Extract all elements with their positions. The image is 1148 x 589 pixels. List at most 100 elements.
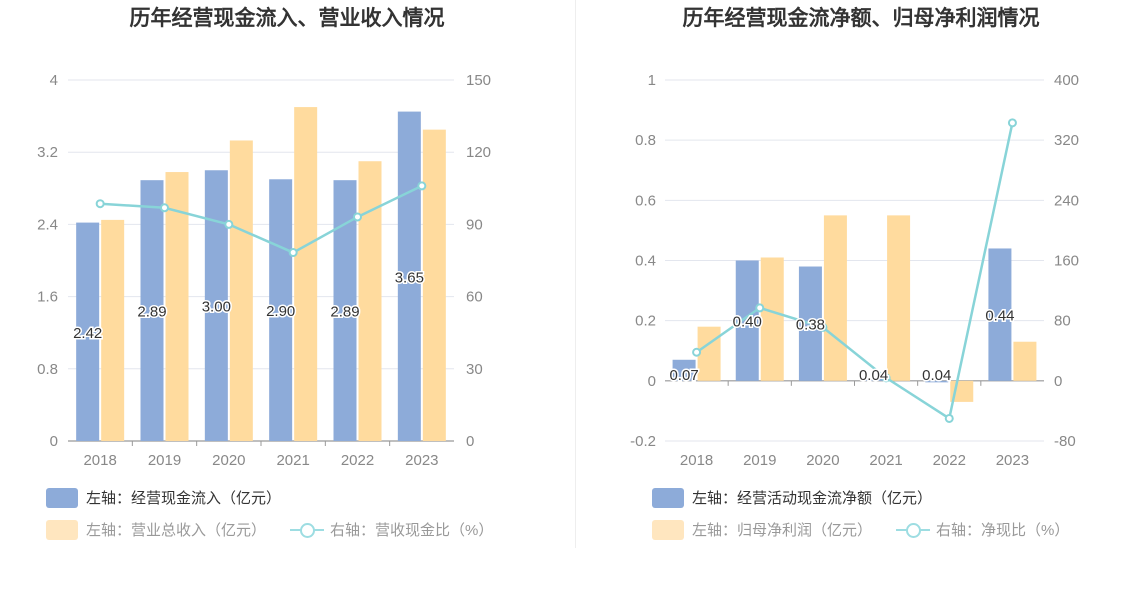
- bar-data-label: 2.42: [73, 325, 102, 342]
- y-right-tick-label: 120: [466, 144, 491, 161]
- y-left-tick-label: 0.6: [635, 192, 656, 209]
- line-series: [695, 122, 1014, 421]
- panel-divider: [575, 0, 576, 548]
- chart-panel-cashflow-revenue: 历年经营现金流入、营业收入情况 0 0.8 1.6 2.4 3.2 4 0 30 60 90 120…: [0, 0, 574, 560]
- y-right-tick-label: 240: [1054, 192, 1079, 209]
- y-left-tick-label: 1: [648, 72, 656, 89]
- y-right-tick-label: 320: [1054, 132, 1079, 149]
- line-point: [160, 203, 169, 213]
- y-left-tick-label: 4: [50, 72, 58, 89]
- legend-label[interactable]: 右轴：净现比（%）: [936, 522, 1070, 539]
- bar-series-1: [735, 260, 759, 381]
- y-left-tick-label: 0.4: [635, 253, 656, 270]
- bar-series-2: [422, 129, 446, 441]
- bar-data-label: 0.38: [796, 317, 825, 334]
- y-left-tick-label: 0.2: [635, 313, 656, 330]
- x-tick-label: 2018: [83, 452, 116, 469]
- bar-data-label: 0.40: [733, 314, 762, 331]
- legend-label[interactable]: 右轴：营收现金比（%）: [330, 522, 494, 539]
- y-right-tick-label: 400: [1054, 72, 1079, 89]
- bar-series-1: [333, 180, 357, 442]
- x-tick-label: 2018: [680, 452, 713, 469]
- x-tick-label: 2022: [933, 452, 966, 469]
- y-right-tick-label: 30: [466, 361, 483, 378]
- bar-series-1: [140, 180, 164, 442]
- legend-label: 左轴：经营活动现金流净额（亿元）: [692, 490, 933, 507]
- line-point: [944, 413, 954, 423]
- y-left-tick-label: 0.8: [635, 132, 656, 149]
- x-tick-label: 2023: [405, 452, 438, 469]
- chart-title: 历年经营现金流入、营业收入情况: [129, 7, 445, 30]
- x-tick-label: 2020: [806, 452, 839, 469]
- bar-series-1: [925, 380, 949, 383]
- legend-row-1[interactable]: 左轴：经营现金流入（亿元）: [46, 487, 281, 508]
- line-point: [1007, 118, 1017, 128]
- bar-series-1: [862, 377, 886, 381]
- bar-data-label: 0.04: [859, 367, 888, 384]
- legend-row-1[interactable]: 左轴：经营活动现金流净额（亿元）: [652, 487, 932, 508]
- y-left-tick-label: 3.2: [37, 144, 58, 161]
- line-point: [353, 212, 362, 222]
- bar-series-2: [760, 257, 784, 381]
- chart-canvas: -0.2 0 0.2 0.4 0.6 0.8 1 -80 0 80 160 240 320 400 2018…: [630, 72, 1079, 469]
- bar-series-2: [294, 107, 318, 441]
- bar-series-2: [1013, 341, 1037, 381]
- legend-swatch-line-icon: [896, 520, 931, 540]
- bar-data-label: 2.89: [137, 304, 166, 321]
- y-left-tick-label: 1.6: [37, 289, 58, 306]
- bar-series-1: [76, 222, 100, 441]
- legend-row-2: 左轴：营业总收入（亿元） 右轴：营收现金比（%）: [46, 519, 493, 540]
- x-tick-label: 2019: [148, 452, 181, 469]
- y-left-tick-label: 2.4: [37, 216, 58, 233]
- bar-data-label: 3.00: [202, 299, 231, 316]
- line-point: [818, 322, 828, 332]
- legend-label[interactable]: 左轴：归母净利润（亿元）: [692, 522, 873, 539]
- x-tick-label: 2021: [869, 452, 902, 469]
- y-right-tick-label: -80: [1054, 433, 1076, 450]
- bar-series-1: [204, 170, 228, 441]
- bar-data-label: 2.90: [266, 303, 295, 320]
- y-right-tick-label: 60: [466, 289, 483, 306]
- y-right-tick-label: 160: [1054, 253, 1079, 270]
- bar-data-label: 0.44: [985, 308, 1014, 325]
- y-right-tick-label: 0: [1054, 373, 1062, 390]
- legend-swatch-bar-blue: [46, 487, 78, 508]
- x-tick-label: 2020: [212, 452, 245, 469]
- line-point: [755, 303, 765, 313]
- bar-data-label: 0.07: [669, 367, 698, 384]
- y-right-tick-label: 80: [1054, 313, 1071, 330]
- bar-series-2: [887, 215, 911, 381]
- line-point: [692, 347, 702, 357]
- legend-row-2: 左轴：归母净利润（亿元） 右轴：净现比（%）: [652, 519, 1069, 540]
- line-point: [288, 248, 298, 258]
- y-right-tick-label: 90: [466, 216, 483, 233]
- y-left-tick-label: 0.8: [37, 361, 58, 378]
- bar-series-1: [672, 359, 696, 381]
- bar-series-2: [697, 326, 721, 381]
- chart-panel-netcash-profit: 历年经营现金流净额、归母净利润情况 -0.2 0 0.2 0.4 0.6 0.8 1 -80 0…: [574, 0, 1148, 560]
- legend-swatch-bar-yellow: [46, 519, 78, 540]
- line-series: [100, 184, 423, 254]
- y-left-tick-label: -0.2: [630, 433, 656, 450]
- bar-series-2: [229, 140, 253, 441]
- bar-series-2: [823, 215, 847, 381]
- bar-series-2: [165, 172, 189, 441]
- x-tick-label: 2019: [743, 452, 776, 469]
- line-point: [417, 181, 427, 191]
- line-point: [881, 373, 891, 383]
- legend-label[interactable]: 左轴：营业总收入（亿元）: [86, 522, 267, 539]
- y-left-tick-label: 0: [648, 373, 656, 390]
- bar-series-2: [101, 219, 125, 441]
- chart-title: 历年经营现金流净额、归母净利润情况: [682, 7, 1040, 30]
- legend-swatch-bar-blue: [652, 487, 684, 508]
- bar-series-1: [988, 248, 1012, 381]
- y-right-tick-label: 0: [466, 433, 474, 450]
- x-tick-label: 2022: [341, 452, 374, 469]
- line-point: [95, 199, 105, 209]
- bar-data-label: 2.89: [330, 304, 359, 321]
- legend-label: 左轴：经营现金流入（亿元）: [86, 490, 282, 507]
- y-left-tick-label: 0: [50, 433, 58, 450]
- bar-data-label: 3.65: [395, 269, 424, 286]
- legend-swatch-line-icon: [290, 520, 325, 540]
- bar-data-label: 0.04: [922, 367, 951, 384]
